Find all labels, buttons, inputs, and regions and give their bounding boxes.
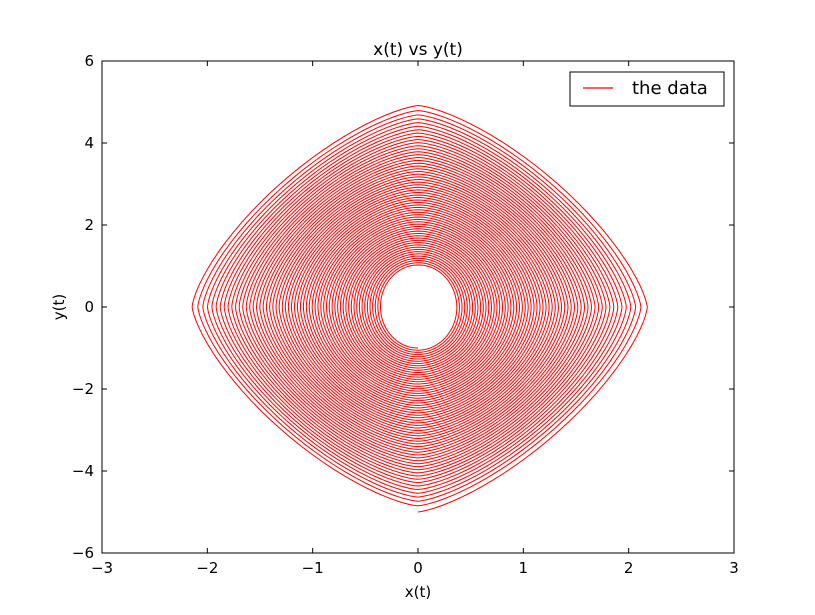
legend-label: the data <box>632 78 708 99</box>
y-tick-label: 4 <box>84 134 94 152</box>
x-tick-label: −3 <box>91 559 113 577</box>
legend: the data <box>569 71 725 107</box>
series-line-the-data <box>191 105 648 513</box>
y-tick-label: 0 <box>84 298 94 316</box>
ticks-layer: −3 −2 −1 0 1 2 3 −6 −4 −2 0 2 4 6 <box>72 52 739 577</box>
x-tick-label: 1 <box>519 559 529 577</box>
chart-title: x(t) vs y(t) <box>373 40 463 60</box>
legend-box <box>569 71 725 107</box>
x-tick-label: −2 <box>196 559 218 577</box>
y-tick-label: −2 <box>72 380 94 398</box>
y-tick-label: 6 <box>84 52 94 70</box>
y-tick-label: 2 <box>84 216 94 234</box>
series-layer <box>191 105 648 513</box>
y-tick-label: −6 <box>72 544 94 562</box>
x-tick-label: 2 <box>624 559 634 577</box>
y-axis-label: y(t) <box>50 294 68 320</box>
y-tick-label: −4 <box>72 462 94 480</box>
x-tick-label: 0 <box>413 559 423 577</box>
x-tick-label: 3 <box>729 559 739 577</box>
x-axis-label: x(t) <box>405 583 431 601</box>
x-tick-label: −1 <box>302 559 324 577</box>
